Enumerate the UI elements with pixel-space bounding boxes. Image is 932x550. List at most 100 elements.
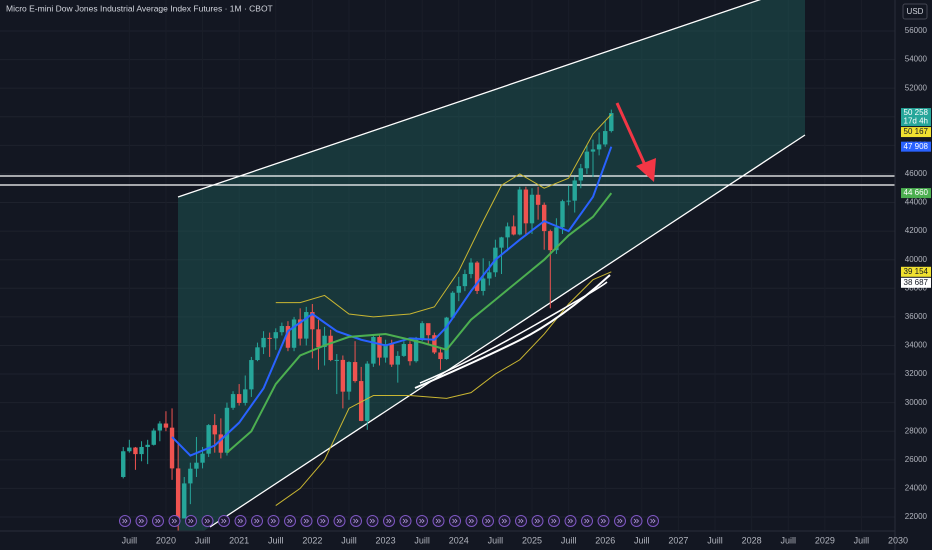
candle-body <box>322 335 327 348</box>
candle-body <box>310 312 315 330</box>
y-tick-label: 28000 <box>905 426 928 435</box>
candle-body <box>407 344 413 362</box>
x-tick-label: 2020 <box>156 535 176 545</box>
candle-body <box>157 423 163 431</box>
x-tick-label: Juill <box>707 535 723 545</box>
price-label-box <box>901 141 931 152</box>
x-tick-label: 2022 <box>302 535 322 545</box>
event-icon-glyph <box>171 518 178 524</box>
candle-body <box>346 362 352 392</box>
candle-body <box>273 332 278 339</box>
event-icon-glyph <box>303 518 310 524</box>
x-tick-label: 2026 <box>595 535 615 545</box>
candle-body <box>609 113 614 132</box>
candle-body <box>487 272 492 279</box>
candle-body <box>529 194 535 224</box>
candle-body <box>352 362 358 382</box>
plot <box>121 109 614 531</box>
event-icon-glyph <box>237 518 244 524</box>
event-icon-glyph <box>287 518 293 524</box>
candle-body <box>249 360 254 390</box>
candle-body <box>438 352 443 360</box>
candle-body <box>261 337 266 348</box>
event-icon-glyph <box>336 518 343 524</box>
candle-body <box>133 447 138 455</box>
event-icon-glyph <box>501 518 508 524</box>
event-icon-glyph <box>452 518 458 524</box>
x-tick-label: 2027 <box>668 535 688 545</box>
price-label: 50 167 <box>904 127 929 136</box>
arrow-shaft <box>615 102 647 166</box>
candle-body <box>358 381 364 421</box>
x-tick-label: Juill <box>195 535 211 545</box>
overlay-line <box>275 114 612 318</box>
event-icon-glyph <box>386 518 392 524</box>
price-label: 39 154 <box>904 267 929 276</box>
candle-body <box>145 444 150 447</box>
candle-body <box>584 151 590 169</box>
y-tick-label: 52000 <box>905 83 928 92</box>
candle-body <box>200 453 205 463</box>
overlay-line <box>171 146 613 457</box>
candle-body <box>340 359 346 392</box>
candle-body <box>578 168 584 181</box>
price-label-box <box>901 127 931 138</box>
event-icons <box>119 515 659 527</box>
candle-body <box>541 204 547 232</box>
event-icon-glyph <box>633 518 640 524</box>
candle-body <box>462 274 468 287</box>
event-icon-glyph <box>402 518 409 524</box>
price-label: 44 660 <box>904 188 929 197</box>
drawings-top <box>414 102 656 389</box>
candle-body <box>304 312 309 339</box>
event-icon-glyph <box>254 518 260 524</box>
y-tick-label: 22000 <box>905 512 928 521</box>
x-tick-label: Juill <box>854 535 870 545</box>
candle-body <box>548 231 553 251</box>
currency-button[interactable] <box>902 3 928 20</box>
price-label-box <box>901 277 931 288</box>
y-tick-label: 24000 <box>905 484 928 493</box>
y-tick-label: 56000 <box>905 26 928 35</box>
event-icon-glyph <box>122 518 128 524</box>
candle-body <box>236 394 242 403</box>
candle-body <box>267 337 272 339</box>
event-icon-glyph <box>518 518 524 524</box>
candle-body <box>590 149 596 152</box>
event-icon-glyph <box>320 518 326 524</box>
price-label: 50 258 <box>904 108 929 117</box>
event-icon-glyph <box>584 518 590 524</box>
x-tick-label: 2029 <box>815 535 835 545</box>
candle-body <box>371 337 376 364</box>
candle-body <box>212 425 217 435</box>
candle-body <box>151 430 156 445</box>
candle-body <box>127 447 132 452</box>
event-icon-glyph <box>369 518 376 524</box>
y-tick-label: 54000 <box>905 55 928 64</box>
candle-body <box>169 427 175 469</box>
candle-body <box>432 335 437 353</box>
event-icon-glyph <box>353 518 359 524</box>
y-tick-label: 42000 <box>905 226 928 235</box>
x-tick-label: 2021 <box>229 535 249 545</box>
trend-curve <box>419 281 608 384</box>
x-tick-label: Juill <box>414 535 430 545</box>
x-tick-label: Juill <box>488 535 504 545</box>
event-icon-glyph <box>270 518 277 524</box>
candle-body <box>182 483 187 519</box>
candle-body <box>426 323 431 336</box>
x-tick-label: Juill <box>268 535 284 545</box>
event-icon-glyph <box>567 518 574 524</box>
candle-body <box>523 189 529 224</box>
candle-body <box>285 326 291 348</box>
x-tick-label: Juill <box>634 535 650 545</box>
overlay-line <box>275 271 612 506</box>
event-icon-glyph <box>617 518 623 524</box>
x-tick-label: Juill <box>780 535 796 545</box>
x-tick-label: Juill <box>341 535 357 545</box>
event-icon-glyph <box>650 518 656 524</box>
candle-body <box>224 407 230 453</box>
candle-body <box>334 359 339 361</box>
y-tick-label: 34000 <box>905 341 928 350</box>
